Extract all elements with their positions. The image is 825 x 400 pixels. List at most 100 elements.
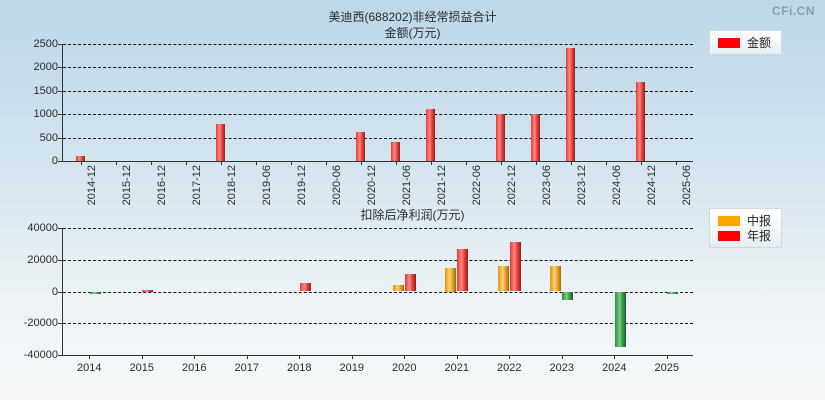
- x-tick-label: 2015: [129, 362, 154, 374]
- x-tick-label: 2019: [339, 362, 364, 374]
- y-tick-mark: [58, 259, 63, 261]
- grid-line: [63, 323, 693, 325]
- y-tick-label: -40000: [23, 349, 58, 361]
- x-tick-label: 2024-12: [645, 165, 658, 206]
- legend-row[interactable]: 年报: [718, 228, 771, 243]
- y-tick-mark: [58, 114, 63, 116]
- x-tick-label: 2024-06: [610, 165, 623, 206]
- upper-plot-area: 0 500 1000 1500 2000 2500 2014-12 2015-12 2016-1…: [34, 38, 693, 205]
- bar-中报-2023[interactable]: [550, 266, 562, 292]
- chart-title-main: 美迪西(688202)非经常损益合计: [328, 10, 497, 24]
- x-tick-label: 2016: [182, 362, 207, 374]
- bar-年报-2025[interactable]: [667, 291, 679, 294]
- x-tick-mark: [605, 161, 607, 165]
- bar-年报-2021[interactable]: [457, 248, 469, 292]
- y-tick-label: 0: [51, 285, 58, 298]
- x-tick-mark: [509, 355, 511, 359]
- x-tick-mark: [141, 355, 143, 359]
- bar-金额-2014-12[interactable]: [76, 156, 85, 161]
- watermark-cfi: CFi.CN: [772, 4, 815, 18]
- x-tick-mark: [299, 355, 301, 359]
- legend-swatch-icon: [718, 230, 740, 241]
- y-tick-label: 40000: [27, 222, 58, 234]
- legend-row[interactable]: 中报: [718, 213, 771, 228]
- x-tick-label: 2021: [444, 362, 469, 374]
- x-tick-label: 2018-12: [225, 165, 238, 206]
- bar-金额-2023-06[interactable]: [531, 114, 540, 161]
- grid-line: [63, 90, 693, 92]
- x-tick-label: 2019-12: [295, 165, 308, 206]
- x-tick-label: 2019-06: [260, 165, 273, 206]
- bar-年报-2022[interactable]: [509, 242, 521, 292]
- x-tick-label: 2025: [654, 362, 679, 374]
- bar-金额-2021-12[interactable]: [426, 109, 435, 161]
- upper-legend: 金额: [709, 30, 783, 55]
- x-tick-mark: [325, 161, 327, 165]
- bar-金额-2022-12[interactable]: [496, 114, 505, 161]
- x-tick-mark: [80, 161, 82, 165]
- x-tick-label: 2017-12: [190, 165, 203, 206]
- grid-line: [63, 291, 693, 293]
- y-tick-mark: [58, 355, 63, 356]
- x-tick-label: 2022-12: [505, 165, 518, 206]
- x-tick-label: 2023: [549, 362, 574, 374]
- grid-line: [63, 114, 693, 116]
- y-tick-label: 500: [39, 131, 58, 144]
- lower-plot-area: -40000 -20000 0 20000 40000 2014 2015 2016 2017 2…: [24, 222, 693, 374]
- x-tick-mark: [395, 161, 397, 165]
- legend-row[interactable]: 金额: [718, 35, 771, 50]
- legend-label: 金额: [747, 35, 772, 50]
- x-tick-label: 2021-06: [400, 165, 413, 206]
- bar-金额-2021-06[interactable]: [391, 142, 400, 161]
- bar-金额-2023-12[interactable]: [566, 47, 575, 161]
- x-tick-label: 2021-12: [435, 165, 448, 206]
- grid-line: [63, 259, 693, 261]
- x-tick-mark: [351, 355, 353, 359]
- y-tick-label: 1000: [33, 108, 58, 121]
- grid-line: [63, 228, 693, 229]
- y-tick-mark: [58, 137, 63, 139]
- y-tick-mark: [58, 228, 63, 229]
- bar-年报-2018[interactable]: [299, 283, 311, 292]
- x-tick-mark: [561, 355, 563, 359]
- bar-金额-2024-12[interactable]: [636, 82, 645, 161]
- x-tick-label: 2016-12: [155, 165, 168, 206]
- x-tick-mark: [666, 355, 668, 359]
- bar-年报-2023[interactable]: [562, 291, 574, 300]
- x-tick-mark: [255, 161, 257, 165]
- x-tick-label: 2015-12: [120, 165, 133, 206]
- x-tick-mark: [430, 161, 432, 165]
- grid-line: [63, 67, 693, 69]
- x-tick-label: 2022: [497, 362, 522, 374]
- legend-swatch-icon: [718, 215, 740, 226]
- x-tick-label: 2025-06: [680, 165, 693, 206]
- chart-subtitle-lower: 扣除后净利润(万元): [360, 208, 465, 222]
- grid-line: [63, 137, 693, 139]
- y-tick-mark: [58, 323, 63, 325]
- x-tick-mark: [640, 161, 642, 165]
- bar-年报-2014[interactable]: [89, 291, 101, 294]
- y-tick-mark: [58, 44, 63, 45]
- x-tick-mark: [89, 355, 91, 359]
- bar-年报-2020[interactable]: [404, 274, 416, 292]
- x-tick-mark: [404, 355, 406, 359]
- bar-年报-2015[interactable]: [142, 289, 154, 292]
- bar-中报-2021[interactable]: [445, 267, 457, 292]
- x-tick-mark: [194, 355, 196, 359]
- bar-金额-2018-12[interactable]: [216, 124, 225, 161]
- x-tick-mark: [500, 161, 502, 165]
- y-tick-label: 2000: [33, 61, 58, 74]
- legend-swatch-icon: [718, 37, 740, 48]
- bar-金额-2020-12[interactable]: [356, 131, 365, 161]
- y-tick-label: 20000: [27, 253, 58, 266]
- lower-legend: 中报 年报: [709, 208, 783, 248]
- x-tick-label: 2014: [77, 362, 102, 374]
- bar-年报-2024[interactable]: [614, 291, 626, 348]
- x-tick-mark: [675, 161, 677, 165]
- y-tick-mark: [58, 67, 63, 69]
- bar-中报-2022[interactable]: [497, 266, 509, 292]
- bar-中报-2020[interactable]: [392, 285, 404, 292]
- x-tick-label: 2022-06: [470, 165, 483, 206]
- y-tick-mark: [58, 161, 63, 162]
